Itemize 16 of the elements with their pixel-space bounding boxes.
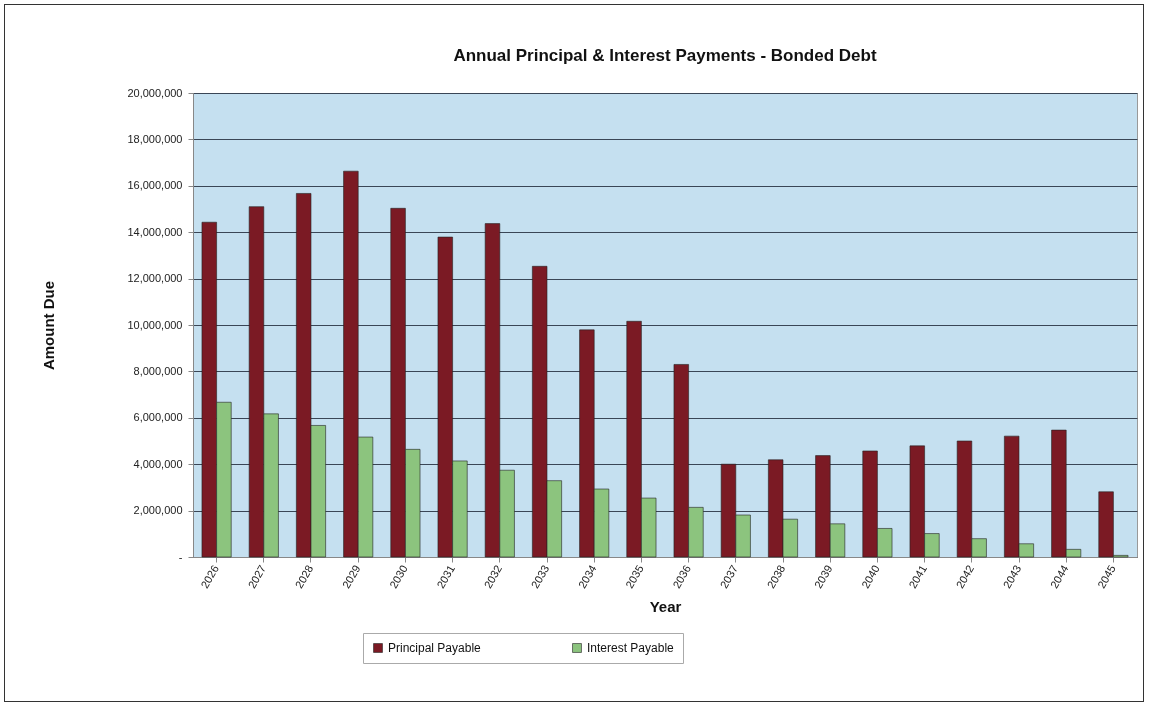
- x-axis-title: Year: [649, 598, 682, 616]
- y-tick-label: 12,000,000: [127, 272, 183, 285]
- y-tick-label: -: [178, 550, 183, 563]
- chart-title: Annual Principal & Interest Payments - Bonded Debt: [453, 46, 877, 65]
- y-tick-label: 10,000,000: [127, 318, 183, 331]
- y-tick-label: 8,000,000: [133, 364, 183, 377]
- y-tick-label: 14,000,000: [127, 225, 183, 238]
- y-tick-label: 18,000,000: [127, 132, 183, 145]
- y-tick-label: 16,000,000: [127, 179, 183, 192]
- y-axis-title: Amount Due: [40, 280, 58, 371]
- y-tick-label: 4,000,000: [133, 457, 183, 470]
- legend-label: Interest Payable: [587, 641, 675, 655]
- y-tick-label: 6,000,000: [133, 411, 183, 424]
- y-tick-label: 20,000,000: [127, 86, 183, 99]
- legend-label: Principal Payable: [388, 641, 482, 655]
- y-tick-label: 2,000,000: [133, 504, 183, 517]
